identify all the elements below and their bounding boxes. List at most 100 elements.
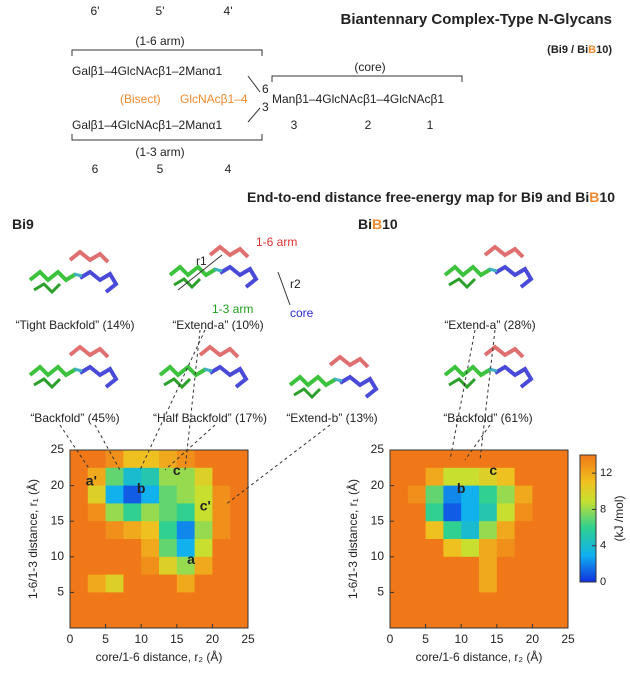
heat-cell <box>141 592 160 611</box>
colorbar-step <box>580 526 596 530</box>
heat-cell <box>159 592 178 611</box>
core-label: (core) <box>354 60 385 74</box>
schematic-subtitle: (Bi9 / BiB10) <box>547 44 612 56</box>
position-number: 6 <box>92 162 99 176</box>
heat-cell <box>194 521 213 540</box>
heat-cell <box>407 521 427 540</box>
colorbar-step <box>580 463 596 467</box>
schematic-title: Biantennary Complex-Type N-Glycans <box>341 11 612 28</box>
x-tick-label: 0 <box>67 632 74 646</box>
heat-cell <box>461 592 480 611</box>
heat-cell <box>514 610 533 629</box>
heat-cell <box>461 574 480 593</box>
heat-cell <box>425 485 444 504</box>
colorbar-step <box>580 516 596 519</box>
colorbar-step <box>580 546 596 549</box>
colorbar-step <box>580 558 596 562</box>
heat-cell <box>479 521 498 540</box>
colorbar-step <box>580 459 596 462</box>
heat-cell <box>176 574 196 593</box>
heat-cell <box>176 450 196 469</box>
heat-cell <box>123 450 142 469</box>
heat-cell <box>532 539 551 558</box>
colorbar-step <box>580 495 596 498</box>
heat-cell <box>176 503 196 522</box>
text: 10 <box>599 189 615 205</box>
x-tick-label: 5 <box>422 632 429 646</box>
colorbar-step <box>580 518 596 522</box>
heat-cell <box>425 610 444 629</box>
heat-cell <box>550 467 569 487</box>
heat-cell <box>159 521 178 540</box>
y-tick-label: 5 <box>57 585 64 599</box>
heat-cell <box>70 503 89 522</box>
heat-cell <box>87 574 107 593</box>
heat-cell <box>212 556 231 576</box>
heat-cell <box>159 556 178 576</box>
heat-cell <box>230 556 249 576</box>
heat-cell <box>425 556 444 576</box>
x-tick-label: 10 <box>135 632 149 646</box>
heat-cell <box>123 503 142 522</box>
heat-cell <box>230 521 249 540</box>
colorbar-step <box>580 486 596 490</box>
heat-cell <box>141 503 160 522</box>
heat-cell <box>496 610 516 629</box>
colorbar-step <box>580 520 596 524</box>
heat-cell <box>141 610 160 629</box>
heat-cell <box>496 521 516 540</box>
colorbar-step <box>580 577 596 581</box>
x-axis-label: core/1-6 distance, r₂ (Å) <box>416 649 543 664</box>
heat-cell <box>461 467 480 487</box>
heat-cell <box>514 592 533 611</box>
colorbar-step <box>580 497 596 500</box>
connector <box>449 329 496 461</box>
heat-cell <box>496 503 516 522</box>
colorbar-step <box>580 467 596 471</box>
conformer-label: “Tight Backfold” (14%) <box>16 318 135 332</box>
text: ) <box>608 44 612 56</box>
heat-cell <box>496 450 516 469</box>
colorbar-step <box>580 552 596 555</box>
conformer-image <box>28 345 118 389</box>
colorbar-step <box>580 522 596 526</box>
colorbar-step <box>580 575 596 579</box>
link-line <box>247 107 261 123</box>
heat-cell <box>479 610 498 629</box>
colorbar-step <box>580 560 596 564</box>
arrow <box>277 271 291 306</box>
linkage: 6 <box>262 82 269 96</box>
text: Bi9 <box>551 44 568 56</box>
colorbar-step <box>580 569 596 572</box>
colorbar-step <box>580 469 596 473</box>
heat-cell <box>87 485 107 504</box>
heat-cell <box>443 467 462 487</box>
heat-cell <box>87 610 107 629</box>
heat-cell <box>159 539 178 558</box>
bracket <box>71 49 263 56</box>
colorbar-step <box>580 507 596 511</box>
colorbar-tick-label: 8 <box>600 503 606 515</box>
text: Bi9 <box>12 216 34 232</box>
heat-cell <box>532 503 551 522</box>
heat-cell <box>105 610 124 629</box>
heat-cell <box>105 539 124 558</box>
heat-cell <box>141 556 160 576</box>
heat-cell <box>550 450 569 469</box>
heat-cell <box>443 592 462 611</box>
position-number: 6' <box>91 4 100 18</box>
heat-cell <box>496 574 516 593</box>
heat-cell <box>407 485 427 504</box>
colorbar-step <box>580 455 596 458</box>
colorbar-label: (kJ /mol) <box>612 496 626 542</box>
heat-cell <box>496 592 516 611</box>
colorbar-step <box>580 554 596 558</box>
heat-cell <box>212 485 231 504</box>
y-tick-label: 15 <box>371 513 385 527</box>
heat-cell <box>532 450 551 469</box>
heat-cell <box>194 467 213 487</box>
heat-cell <box>212 539 231 558</box>
colorbar-step <box>580 579 596 583</box>
heat-cell <box>159 485 178 504</box>
